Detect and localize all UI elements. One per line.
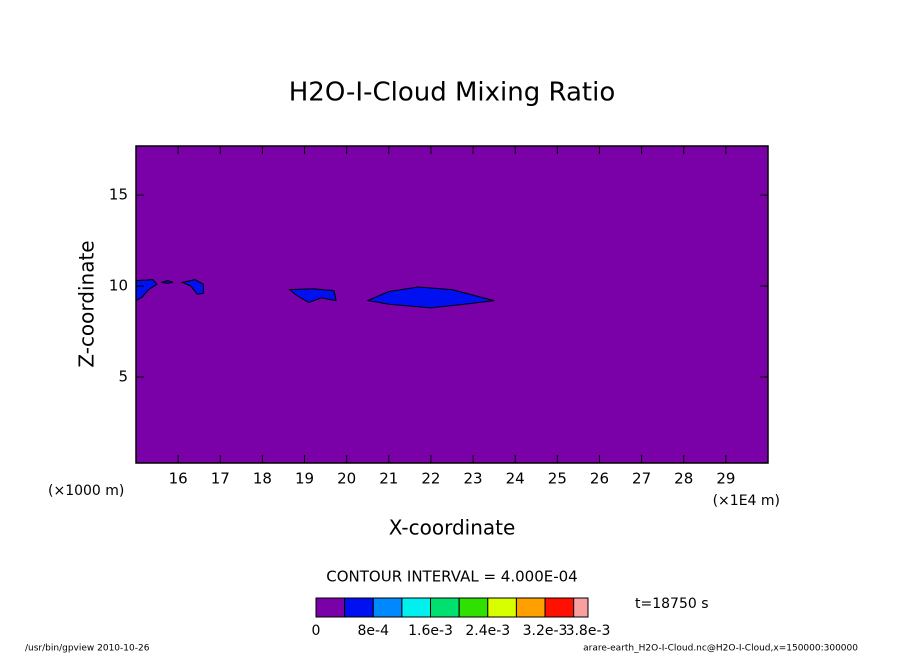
footer-left: /usr/bin/gpview 2010-10-26 (25, 644, 150, 654)
x-tick-label: 21 (379, 470, 398, 488)
colorbar-segment (372, 597, 403, 618)
contour-interval: CONTOUR INTERVAL = 4.000E-04 (326, 568, 577, 586)
x-tick-label: 26 (590, 470, 609, 488)
contour-region (161, 280, 174, 284)
time-label: t=18750 s (635, 596, 709, 612)
colorbar-segment (458, 597, 489, 618)
x-tick-label: 19 (295, 470, 314, 488)
x-tick-label: 20 (337, 470, 356, 488)
x-tick-label: 18 (253, 470, 272, 488)
contour-region (288, 288, 337, 303)
chart-title: H2O-I-Cloud Mixing Ratio (289, 78, 616, 108)
x-tick-label: 29 (716, 470, 735, 488)
y-tick-label: 15 (109, 186, 128, 204)
colorbar-segment (487, 597, 517, 618)
y-tick-label: 10 (109, 277, 128, 295)
plot-frame (135, 145, 769, 464)
x-tick-label: 27 (632, 470, 651, 488)
colorbar-label: 2.4e-3 (465, 623, 510, 639)
colorbar-segment (401, 597, 432, 618)
colorbar-segment (315, 597, 346, 618)
colorbar-segment (544, 597, 575, 618)
x-tick-label: 17 (211, 470, 230, 488)
contour-region (180, 279, 204, 295)
x-tick-label: 22 (421, 470, 440, 488)
x-axis-label: X-coordinate (389, 516, 516, 540)
footer-right: arare-earth_H2O-I-Cloud.nc@H2O-I-Cloud,x… (583, 644, 858, 654)
x-unit-left: (×1000 m) (48, 483, 124, 499)
x-unit-right: (×1E4 m) (713, 493, 780, 509)
colorbar-label: 3.2e-3 (523, 623, 568, 639)
colorbar-label: 8e-4 (358, 623, 390, 639)
x-tick-label: 25 (548, 470, 567, 488)
colorbar-label: 3.8e-3 (566, 623, 611, 639)
colorbar-segment (344, 597, 374, 618)
colorbar-segment (515, 597, 546, 618)
colorbar-label: 0 (312, 623, 321, 639)
colorbar-label: 1.6e-3 (408, 623, 453, 639)
contour-region (365, 286, 495, 309)
colorbar-segment (573, 597, 589, 618)
x-tick-label: 16 (169, 470, 188, 488)
y-tick-label: 5 (118, 367, 128, 385)
y-axis-label: Z-coordinate (75, 240, 99, 367)
colorbar-segment (430, 597, 460, 618)
x-tick-label: 24 (506, 470, 525, 488)
x-tick-label: 23 (464, 470, 483, 488)
x-tick-label: 28 (674, 470, 693, 488)
